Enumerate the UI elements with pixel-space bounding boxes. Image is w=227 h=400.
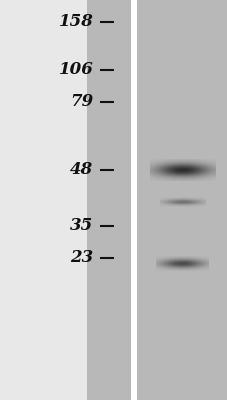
Text: 48: 48 (70, 162, 93, 178)
Text: 106: 106 (58, 62, 93, 78)
Text: 79: 79 (70, 94, 93, 110)
Bar (86, 0, 132, 400)
Text: 158: 158 (58, 14, 93, 30)
Bar (0, 0, 95, 400)
Text: 23: 23 (70, 250, 93, 266)
Text: 35: 35 (70, 218, 93, 234)
Bar (131, 0, 136, 400)
Bar (136, 0, 227, 400)
